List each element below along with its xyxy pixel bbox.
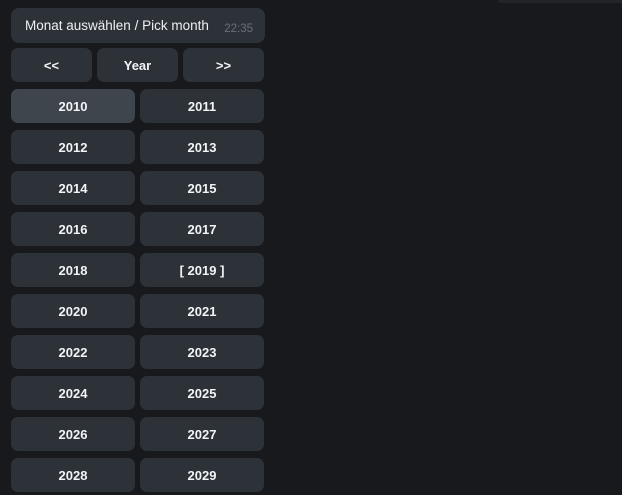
year-button-2011[interactable]: 2011 <box>140 89 264 123</box>
year-row: 2018[ 2019 ] <box>11 253 264 287</box>
year-row: 2022 2023 <box>11 335 264 369</box>
year-button-2018[interactable]: 2018 <box>11 253 135 287</box>
year-button-2020[interactable]: 2020 <box>11 294 135 328</box>
prev-decade-button[interactable]: << <box>11 48 92 82</box>
year-row: 2020 2021 <box>11 294 264 328</box>
year-row: 2016 2017 <box>11 212 264 246</box>
year-row: 2024 2025 <box>11 376 264 410</box>
year-button-2013[interactable]: 2013 <box>140 130 264 164</box>
inline-keyboard: << Year >> 2010 2011 2012 2013 2014 2015 2016 201… <box>11 48 264 492</box>
year-button-2029[interactable]: 2029 <box>140 458 264 492</box>
next-decade-button[interactable]: >> <box>183 48 264 82</box>
year-button-2023[interactable]: 2023 <box>140 335 264 369</box>
year-row: 2026 2027 <box>11 417 264 451</box>
year-row: 2010 2011 <box>11 89 264 123</box>
year-button-2012[interactable]: 2012 <box>11 130 135 164</box>
nav-row: << Year >> <box>11 48 264 82</box>
year-button-2022[interactable]: 2022 <box>11 335 135 369</box>
message-timestamp: 22:35 <box>224 22 253 35</box>
year-button-2015[interactable]: 2015 <box>140 171 264 205</box>
year-button-2025[interactable]: 2025 <box>140 376 264 410</box>
year-button-2028[interactable]: 2028 <box>11 458 135 492</box>
year-button-2010[interactable]: 2010 <box>11 89 135 123</box>
year-row: 2028 2029 <box>11 458 264 492</box>
year-button-2024[interactable]: 2024 <box>11 376 135 410</box>
year-row: 2014 2015 <box>11 171 264 205</box>
year-button-2027[interactable]: 2027 <box>140 417 264 451</box>
year-button-2016[interactable]: 2016 <box>11 212 135 246</box>
year-button-2019[interactable]: [ 2019 ] <box>140 253 264 287</box>
year-button-2021[interactable]: 2021 <box>140 294 264 328</box>
year-mode-button[interactable]: Year <box>97 48 178 82</box>
bot-message-bubble: Monat auswählen / Pick month 22:35 <box>11 8 265 43</box>
year-button-2017[interactable]: 2017 <box>140 212 264 246</box>
message-text: Monat auswählen / Pick month <box>25 18 209 33</box>
year-row: 2012 2013 <box>11 130 264 164</box>
previous-message-edge <box>498 0 622 3</box>
year-button-2014[interactable]: 2014 <box>11 171 135 205</box>
year-button-2026[interactable]: 2026 <box>11 417 135 451</box>
